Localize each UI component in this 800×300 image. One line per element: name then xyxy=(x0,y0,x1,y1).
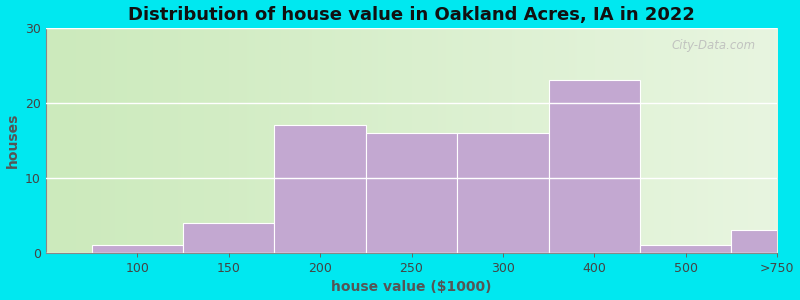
Bar xyxy=(183,223,274,253)
Bar xyxy=(91,245,183,253)
Text: City-Data.com: City-Data.com xyxy=(671,39,755,52)
Bar xyxy=(731,230,800,253)
Y-axis label: houses: houses xyxy=(6,113,19,168)
Bar xyxy=(458,133,549,253)
Bar xyxy=(549,80,640,253)
X-axis label: house value ($1000): house value ($1000) xyxy=(331,280,492,294)
Bar xyxy=(366,133,458,253)
Title: Distribution of house value in Oakland Acres, IA in 2022: Distribution of house value in Oakland A… xyxy=(128,6,695,24)
Bar xyxy=(274,125,366,253)
Bar xyxy=(640,245,731,253)
